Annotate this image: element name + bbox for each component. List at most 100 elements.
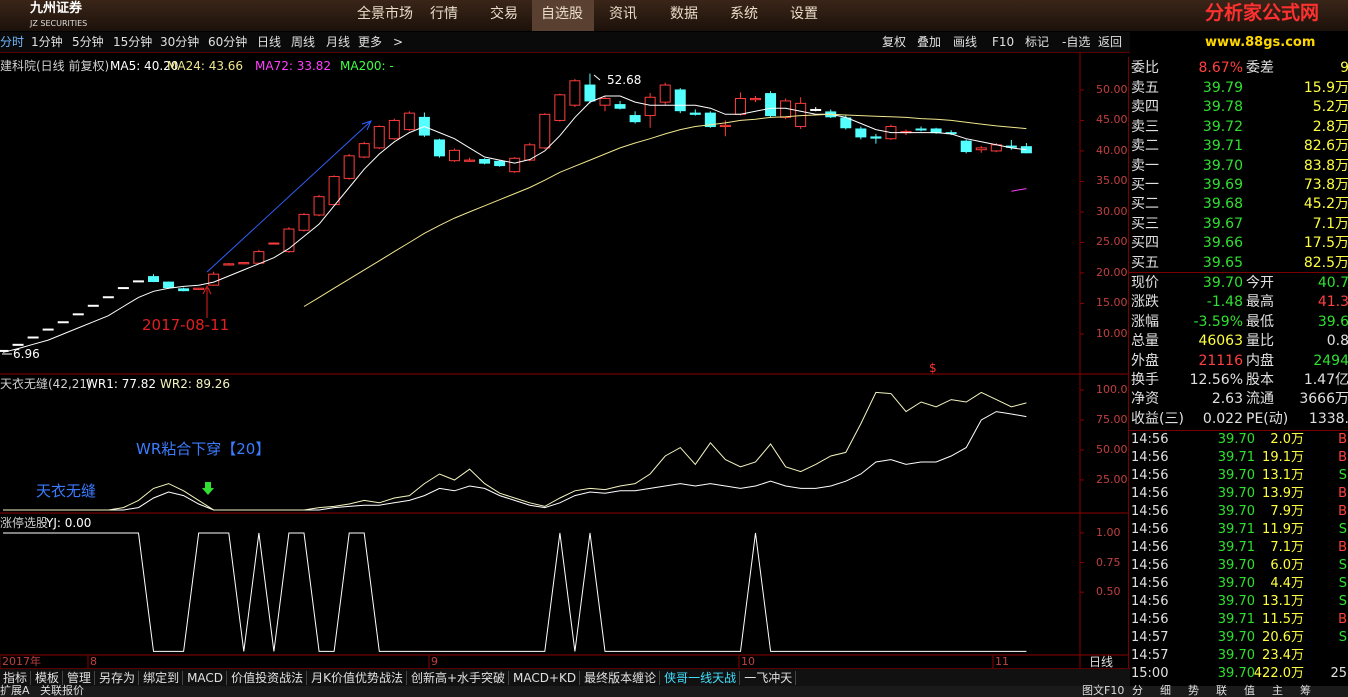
nav-item[interactable]: 全景市场 bbox=[357, 6, 413, 22]
book-volume: 83.8万 bbox=[1303, 157, 1348, 174]
quote-value: 2494 bbox=[1313, 352, 1348, 369]
x-tick-label: 2017年 bbox=[2, 655, 41, 668]
candle-body bbox=[328, 176, 340, 206]
quote-label: 最低 bbox=[1246, 313, 1274, 330]
nav-item[interactable]: 自选股 bbox=[541, 6, 583, 22]
indicator-tab[interactable]: MACD+KD bbox=[510, 671, 581, 685]
tool-button[interactable]: -自选 bbox=[1062, 35, 1091, 49]
candle-body bbox=[373, 126, 385, 149]
nav-item[interactable]: 资讯 bbox=[609, 6, 637, 22]
quote-value: 41.3 bbox=[1317, 294, 1348, 311]
indicator-tab[interactable]: 绑定到 bbox=[140, 671, 184, 685]
book-label: 卖二 bbox=[1131, 138, 1159, 155]
quote-label: 股本 bbox=[1246, 372, 1274, 388]
nav-item[interactable]: 行情 bbox=[430, 6, 458, 22]
indicator-tab[interactable]: 管理 bbox=[64, 671, 96, 685]
indicator-tab[interactable]: 指标 bbox=[0, 671, 32, 685]
period-tab[interactable]: 分时 bbox=[0, 35, 25, 49]
trade-volume: 13.9万 bbox=[1262, 486, 1304, 501]
trade-price: 39.70 bbox=[1217, 576, 1255, 591]
nav-item[interactable]: 设置 bbox=[790, 6, 818, 22]
indicator-tab[interactable]: 最终版本缠论 bbox=[581, 671, 661, 685]
trade-price: 39.71 bbox=[1217, 612, 1255, 627]
candle-body bbox=[855, 128, 867, 138]
status-tab[interactable]: 扩展A bbox=[0, 684, 30, 697]
period-tab[interactable]: 日线 bbox=[257, 35, 282, 49]
date-label: 2017-08-11 bbox=[142, 316, 230, 334]
indicator-tab[interactable]: 价值投资战法 bbox=[228, 671, 308, 685]
candle-body bbox=[870, 136, 882, 139]
period-tab[interactable]: 周线 bbox=[291, 35, 316, 49]
tool-button[interactable]: 画线 bbox=[953, 35, 978, 49]
candle-body bbox=[765, 93, 777, 117]
side-tab[interactable]: 值 bbox=[1244, 684, 1255, 697]
quote-label: 最高 bbox=[1246, 294, 1274, 311]
quote-value: 21116 bbox=[1198, 352, 1243, 369]
book-volume: 45.2万 bbox=[1303, 196, 1348, 213]
candle-body bbox=[915, 128, 927, 131]
candle-body bbox=[704, 112, 716, 128]
series-line bbox=[3, 411, 1027, 511]
candle-body bbox=[509, 157, 521, 173]
side-tab[interactable]: 细 bbox=[1160, 684, 1171, 697]
nav-item[interactable]: 系统 bbox=[730, 6, 758, 22]
candle-body bbox=[975, 147, 987, 151]
period-tab[interactable]: 15分钟 bbox=[113, 35, 153, 49]
tool-button[interactable]: 返回 bbox=[1098, 35, 1123, 49]
signal-mark: $ bbox=[929, 361, 937, 375]
y-tick-label: 40.00 bbox=[1096, 143, 1128, 157]
tool-button[interactable]: 标记 bbox=[1025, 35, 1050, 49]
indicator-tab[interactable]: 一飞冲天 bbox=[741, 671, 797, 685]
low-label: 6.96 bbox=[13, 347, 40, 361]
period-tab[interactable]: 30分钟 bbox=[160, 35, 200, 49]
period-tab[interactable]: > bbox=[393, 35, 404, 49]
status-tab[interactable]: 关联报价 bbox=[40, 684, 84, 697]
tool-button[interactable]: F10 bbox=[992, 35, 1015, 49]
side-tab[interactable]: 筹 bbox=[1300, 684, 1311, 697]
period-tab[interactable]: 月线 bbox=[326, 35, 351, 49]
period-tab[interactable]: 5分钟 bbox=[72, 35, 104, 49]
period-tab[interactable]: 1分钟 bbox=[31, 35, 63, 49]
candle-body bbox=[750, 97, 761, 101]
quote-label: 外盘 bbox=[1131, 352, 1159, 369]
separator bbox=[1129, 430, 1348, 431]
candle-body bbox=[539, 113, 551, 149]
candle-body bbox=[569, 80, 581, 106]
trade-time: 14:56 bbox=[1131, 522, 1169, 537]
side-tab[interactable]: 势 bbox=[1188, 684, 1199, 697]
side-tab[interactable]: 图文F10 bbox=[1082, 684, 1125, 697]
indicator-tab[interactable]: 月K价值优势战法 bbox=[308, 671, 407, 685]
candle-body bbox=[193, 287, 205, 290]
panel-title: 建科院(日线 前复权) bbox=[0, 59, 110, 73]
period-tab[interactable]: 更多 bbox=[358, 35, 383, 49]
candle-body bbox=[72, 313, 84, 316]
side-tab[interactable]: 主 bbox=[1272, 684, 1283, 697]
tool-button[interactable]: 叠加 bbox=[917, 35, 942, 49]
indicator-tab[interactable]: 模板 bbox=[32, 671, 64, 685]
toolbar: 分时 1分钟 5分钟 15分钟 30分钟 60分钟 日线 周线 月线 更多 > 复权 叠加 画线 F10 标记… bbox=[0, 32, 1130, 53]
trade-time: 14:56 bbox=[1131, 594, 1169, 609]
wr-annotation: WR粘合下穿【20】 bbox=[136, 440, 271, 458]
tool-button[interactable]: 复权 bbox=[882, 35, 907, 49]
candle-body bbox=[810, 108, 822, 111]
trade-price: 39.70 bbox=[1217, 486, 1255, 501]
nav-item[interactable]: 交易 bbox=[490, 6, 518, 22]
indicator-tab[interactable]: MACD bbox=[184, 671, 228, 685]
series-line bbox=[3, 391, 1027, 511]
side-tab[interactable]: 分 bbox=[1132, 684, 1143, 697]
trade-flag: S bbox=[1338, 594, 1347, 609]
trade-flag: 25 bbox=[1330, 666, 1347, 681]
trade-volume: 7.1万 bbox=[1270, 540, 1304, 555]
quote-label: 收益(三) bbox=[1131, 410, 1184, 427]
nav-item[interactable]: 数据 bbox=[670, 6, 698, 22]
indicator-tab[interactable]: 另存为 bbox=[96, 671, 140, 685]
trade-volume: 4.4万 bbox=[1270, 576, 1304, 591]
book-price: 39.72 bbox=[1202, 118, 1243, 135]
book-volume: 82.6万 bbox=[1303, 138, 1348, 155]
indicator-tab[interactable]: 侠哥一线天战 bbox=[661, 671, 741, 685]
period-tab[interactable]: 60分钟 bbox=[208, 35, 248, 49]
trade-flag: B bbox=[1338, 432, 1347, 447]
side-tab[interactable]: 联 bbox=[1216, 684, 1227, 697]
indicator-tab[interactable]: 创新高+水手突破 bbox=[408, 671, 510, 685]
book-price: 39.79 bbox=[1202, 80, 1243, 96]
